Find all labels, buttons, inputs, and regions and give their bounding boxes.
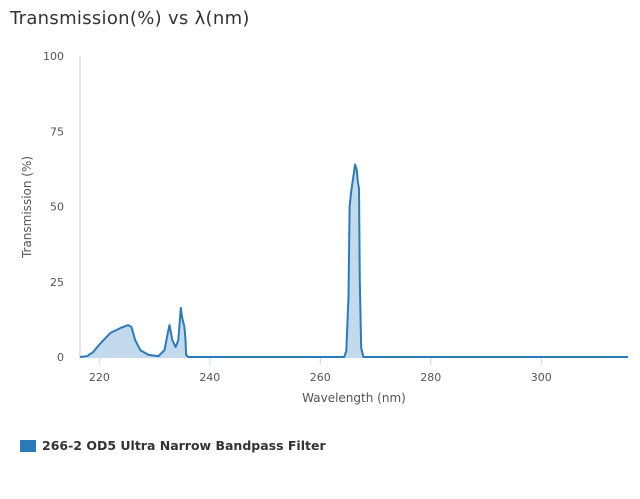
y-tick-label: 100 [43,50,64,63]
y-tick-label: 25 [50,276,64,289]
y-tick-label: 50 [50,201,64,214]
x-tick-label: 220 [89,371,110,384]
x-tick-label: 240 [199,371,220,384]
series-line [79,163,628,358]
x-tick-label: 260 [310,371,331,384]
y-axis-label: Transmission (%) [20,156,34,259]
y-tick-label: 0 [57,351,64,364]
x-tick-label: 300 [531,371,552,384]
x-axis-label: Wavelength (nm) [302,391,406,405]
chart-title: Transmission(%) vs λ(nm) [10,8,250,29]
legend-label: 266-2 OD5 Ultra Narrow Bandpass Filter [42,438,326,453]
legend-item[interactable]: 266-2 OD5 Ultra Narrow Bandpass Filter [20,438,326,453]
x-tick-label: 280 [420,371,441,384]
series-area [80,164,628,357]
legend-swatch [20,439,36,452]
y-tick-label: 75 [50,125,64,138]
